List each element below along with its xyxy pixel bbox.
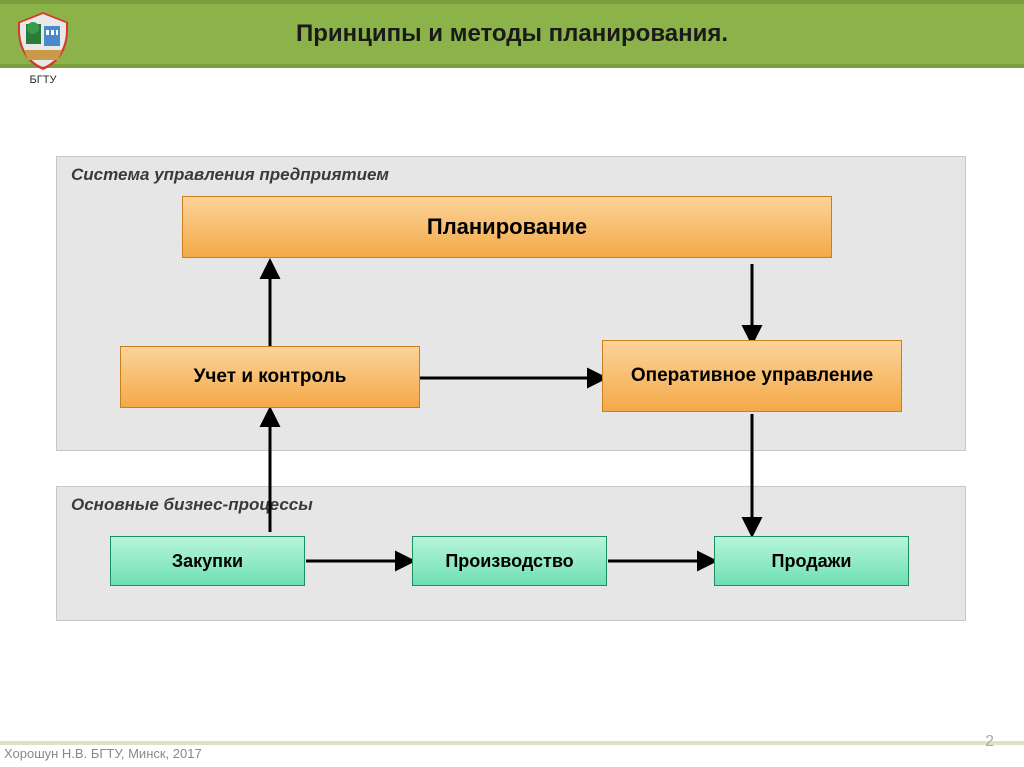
page-title: Принципы и методы планирования. xyxy=(296,20,728,48)
box-operational: Оперативное управление xyxy=(602,340,902,412)
box-procurement: Закупки xyxy=(110,536,305,586)
box-planning: Планирование xyxy=(182,196,832,258)
box-accounting: Учет и контроль xyxy=(120,346,420,408)
diagram-area: Система управления предприятием Основные… xyxy=(0,68,1024,698)
footer-bar xyxy=(0,741,1024,745)
footer-author: Хорошун Н.В. БГТУ, Минск, 2017 xyxy=(4,746,202,761)
box-sales: Продажи xyxy=(714,536,909,586)
page-number: 2 xyxy=(985,733,994,751)
header-bar: БГТУ Принципы и методы планирования. xyxy=(0,0,1024,68)
university-logo-icon xyxy=(14,10,72,72)
panel-title: Основные бизнес-процессы xyxy=(71,495,313,515)
box-production: Производство xyxy=(412,536,607,586)
panel-title: Система управления предприятием xyxy=(71,165,389,185)
